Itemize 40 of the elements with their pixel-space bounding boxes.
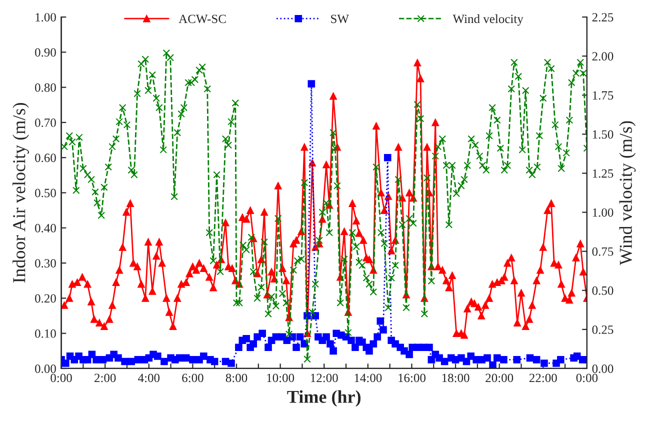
y2-tick-label: 1.25 (592, 169, 614, 178)
y-tick-label: 0.50 (35, 188, 56, 198)
y-tick-label: 1.00 (36, 13, 56, 22)
y2-tick-label: 2.25 (592, 13, 614, 22)
legend-label: SW (331, 14, 349, 24)
x-tick-label: 22:00 (529, 374, 557, 382)
y-tick-label: 0.00 (35, 364, 56, 374)
y-tick-label: 0.90 (35, 48, 56, 57)
x-tick-label: 2:00 (94, 374, 116, 382)
y2-tick-label: 0.75 (592, 247, 614, 256)
y-tick-label: 0.10 (35, 329, 56, 338)
y2-tick-label: 1.00 (592, 208, 614, 217)
x-tick-label: 12:00 (310, 374, 338, 382)
y2-tick-label: 0.25 (592, 325, 614, 334)
x-tick-label: 0:00 (50, 374, 72, 382)
y2-tick-label: 2.00 (592, 52, 614, 61)
y2-axis-title: Wind velocity (m/s) (619, 121, 636, 266)
x-tick-label: 6:00 (182, 374, 204, 382)
x-axis-title: Time (hr) (287, 390, 361, 407)
x-tick-label: 14:00 (354, 374, 382, 382)
x-tick-label: 18:00 (442, 374, 470, 382)
y2-tick-label: 1.50 (592, 130, 614, 139)
y2-tick-label: 0.50 (592, 286, 614, 295)
x-tick-label: 0:00 (576, 374, 598, 382)
x-tick-label: 20:00 (486, 374, 514, 382)
y-tick-label: 0.70 (35, 118, 56, 127)
y-axis-title: Indoor Air velocity (m/s) (12, 103, 29, 283)
x-tick-label: 8:00 (226, 374, 248, 382)
legend-label: Wind velocity (452, 14, 524, 26)
x-tick-label: 10:00 (267, 374, 294, 382)
y-tick-label: 0.40 (35, 224, 56, 232)
y-tick-label: 0.30 (35, 259, 56, 268)
legend-label: ACW-SC (178, 14, 226, 24)
y-tick-label: 0.80 (35, 83, 56, 92)
x-tick-label: 4:00 (138, 374, 160, 382)
y-tick-label: 0.60 (35, 154, 56, 162)
y2-tick-label: 1.75 (592, 91, 614, 100)
y-tick-label: 0.20 (35, 294, 56, 303)
x-tick-label: 16:00 (398, 374, 426, 382)
y2-tick-label: 0.00 (592, 364, 614, 374)
